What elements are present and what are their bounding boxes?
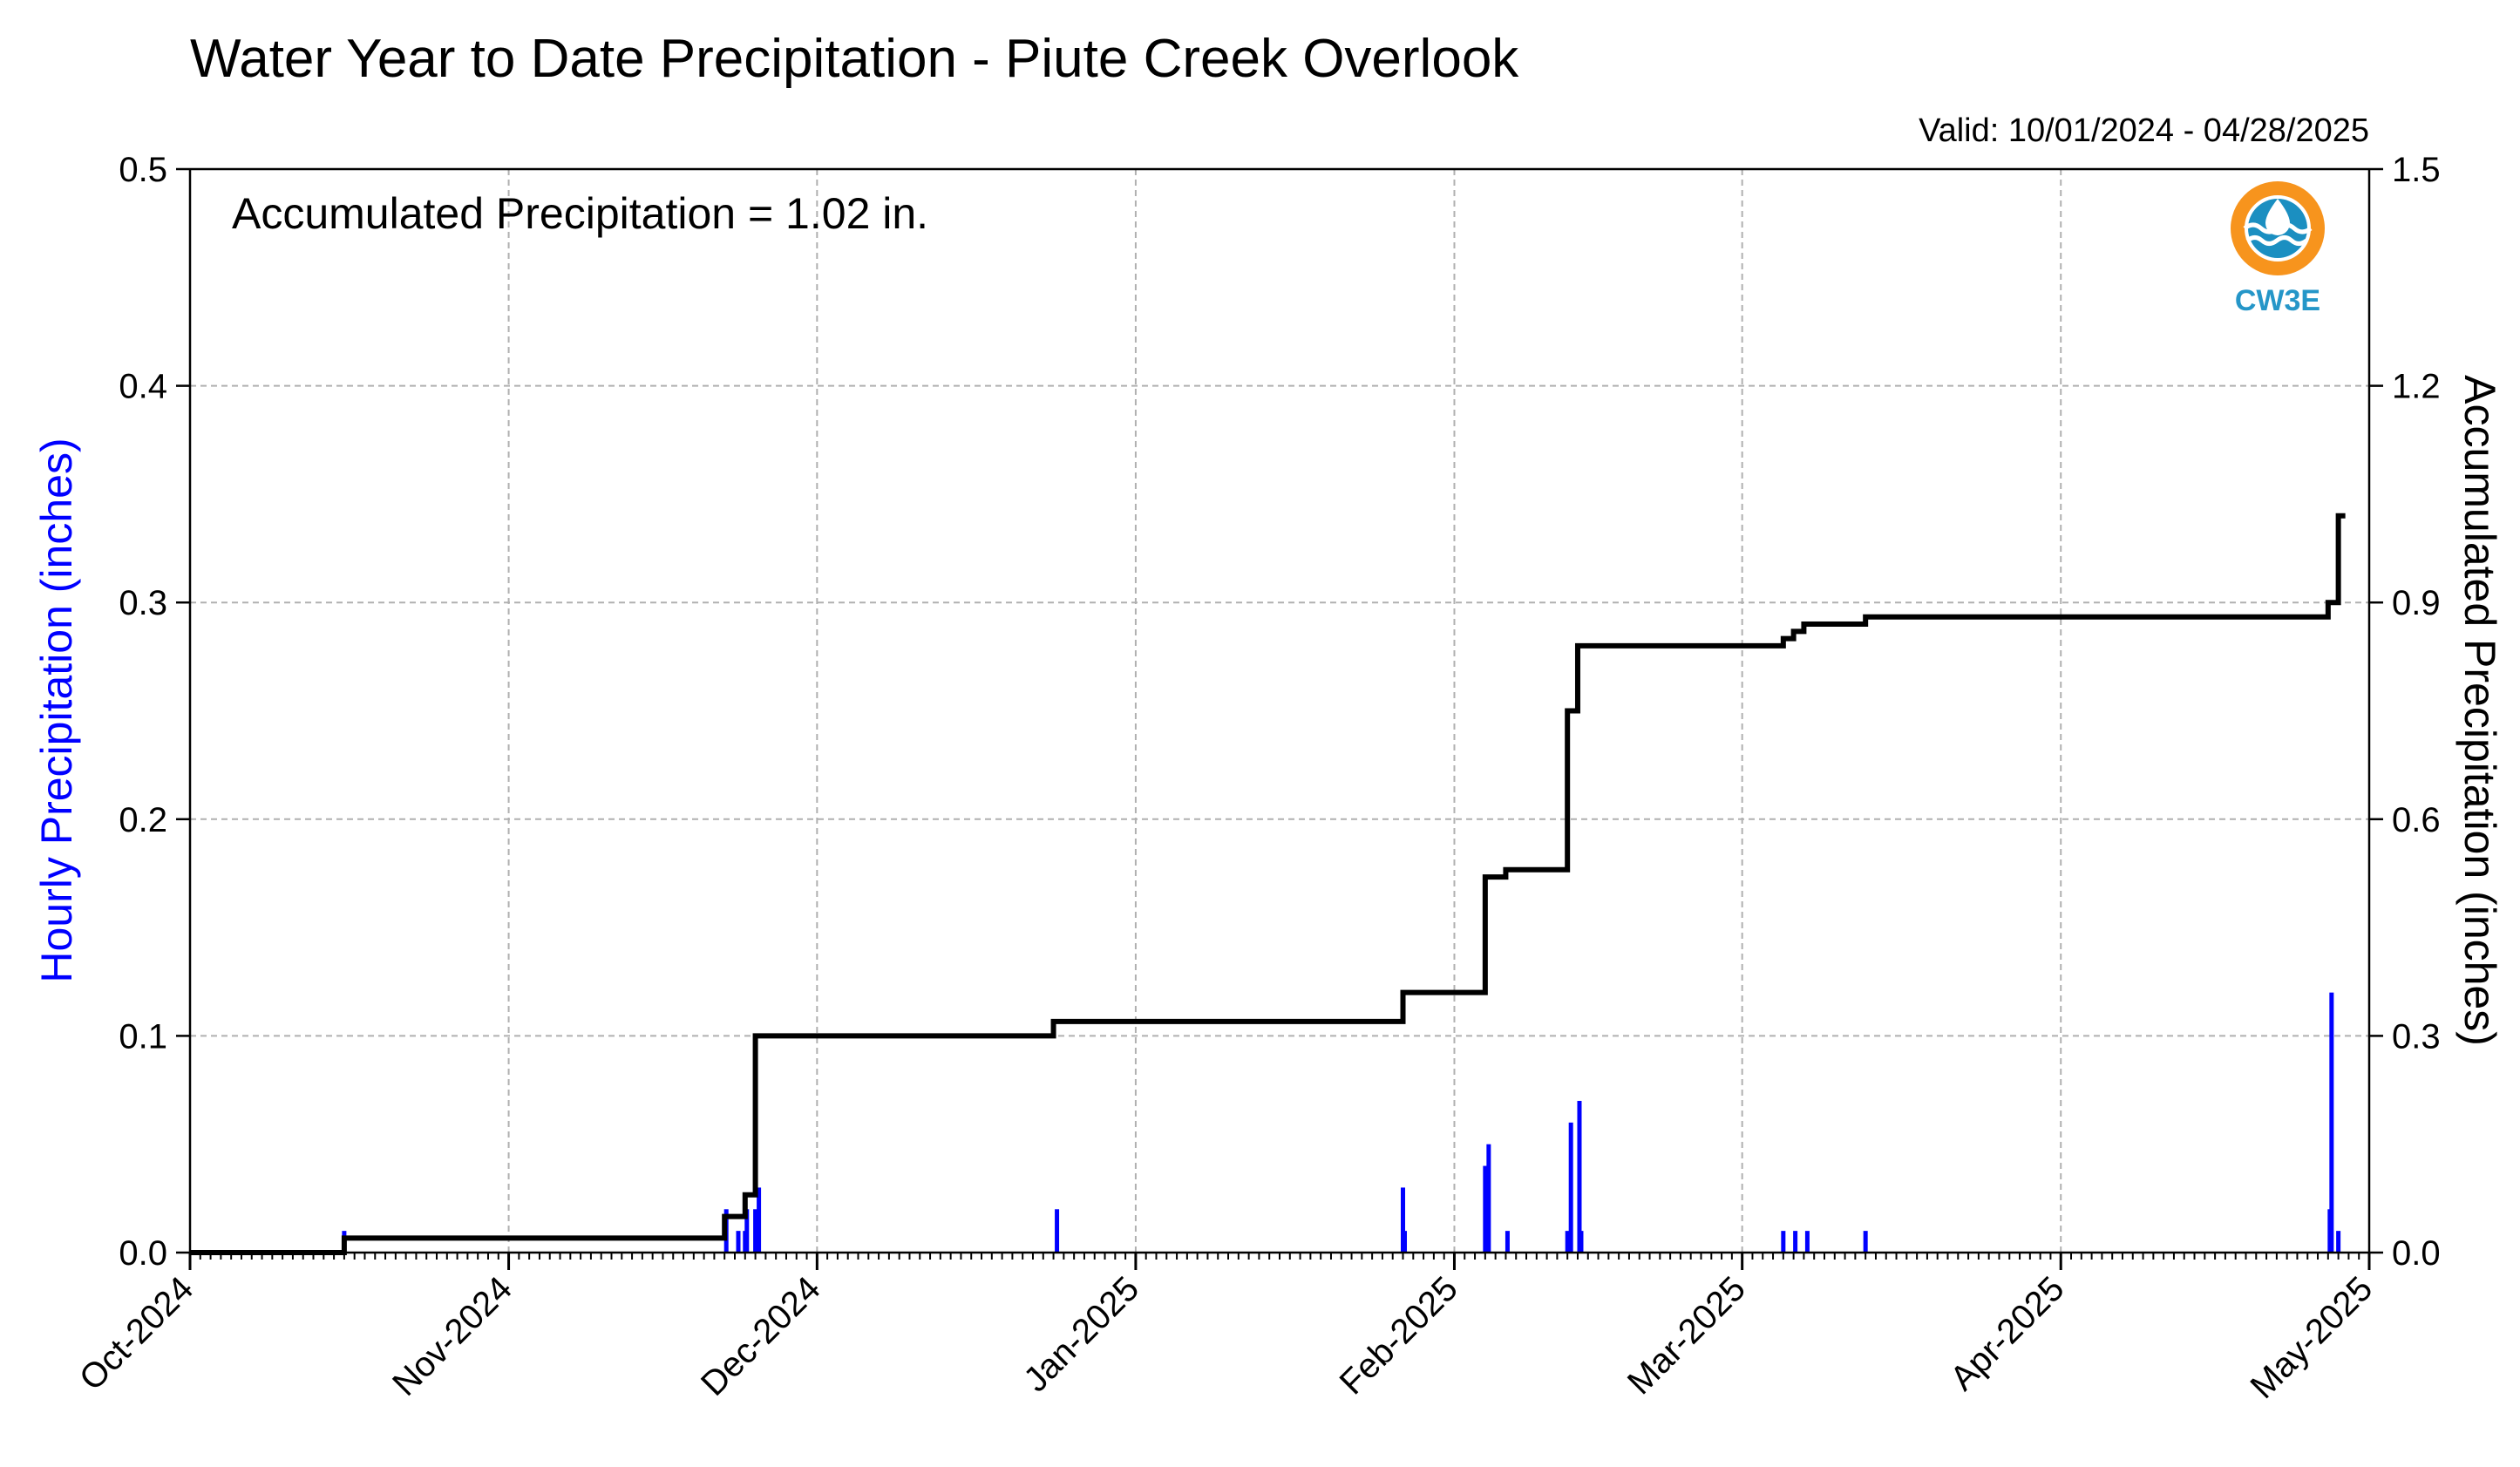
tick-labels: Oct-2024 Nov-2024 Dec-2024 Jan-2025 Feb-2025… xyxy=(72,151,2441,1406)
x-tick-label: Mar-2025 xyxy=(1620,1269,1753,1402)
hourly-precip-bar xyxy=(1565,1231,1570,1253)
hourly-precip-bar xyxy=(1793,1231,1798,1253)
hourly-precip-bar xyxy=(1577,1100,1582,1253)
y-right-tick-label: 0.9 xyxy=(2392,584,2441,622)
hourly-precip-bars xyxy=(342,992,2341,1253)
hourly-precip-bar xyxy=(2329,992,2334,1253)
hourly-precip-bar xyxy=(736,1231,741,1253)
hourly-precip-bar xyxy=(1804,1231,1810,1253)
hourly-precip-bar xyxy=(1486,1144,1491,1253)
hourly-precip-bar xyxy=(1863,1231,1868,1253)
logo-wave-icon xyxy=(2245,235,2308,246)
y-left-tick-label: 0.1 xyxy=(119,1017,167,1056)
y-left-tick-label: 0.0 xyxy=(119,1234,167,1273)
logo-drop-icon xyxy=(2265,199,2290,235)
cw3e-logo: CW3E xyxy=(2231,181,2325,317)
hourly-precip-bar xyxy=(757,1187,762,1253)
hourly-precip-bar xyxy=(1483,1165,1488,1253)
hourly-precip-bar xyxy=(1579,1231,1584,1253)
hourly-precip-bar xyxy=(1055,1209,1060,1253)
y-right-tick-label: 0.0 xyxy=(2392,1234,2441,1273)
chart-title: Water Year to Date Precipitation - Piute… xyxy=(190,29,1519,89)
y-axis-right-label: Accumulated Precipitation (inches) xyxy=(2455,375,2504,1046)
hourly-precip-bar xyxy=(1505,1231,1510,1253)
y-left-tick-label: 0.5 xyxy=(119,151,167,189)
y-right-tick-label: 1.5 xyxy=(2392,151,2441,189)
y-left-tick-label: 0.4 xyxy=(119,368,167,406)
accumulated-step-line xyxy=(190,513,2346,1255)
hourly-precip-bar xyxy=(1568,1122,1573,1253)
grid-lines xyxy=(190,169,2369,1253)
hourly-precip-bar xyxy=(1401,1187,1406,1253)
y-left-tick-label: 0.3 xyxy=(119,584,167,622)
hourly-precip-bar xyxy=(744,1209,750,1253)
axes xyxy=(176,167,2383,1270)
hourly-precip-bar xyxy=(1781,1231,1786,1253)
accumulated-total-annotation: Accumulated Precipitation = 1.02 in. xyxy=(232,189,928,238)
logo-ring-icon xyxy=(2231,181,2325,275)
logo-text: CW3E xyxy=(2235,284,2320,317)
hourly-precip-bar xyxy=(755,1231,760,1253)
x-tick-label: Dec-2024 xyxy=(694,1269,828,1403)
hourly-precip-bar xyxy=(2336,1231,2341,1253)
hourly-precip-bar xyxy=(1403,1231,1408,1253)
y-left-tick-label: 0.2 xyxy=(119,801,167,839)
x-tick-label: Jan-2025 xyxy=(1016,1269,1146,1399)
x-tick-label: Apr-2025 xyxy=(1943,1269,2071,1397)
x-tick-label: Feb-2025 xyxy=(1333,1269,1465,1402)
x-tick-label: Nov-2024 xyxy=(385,1269,520,1403)
y-right-tick-label: 1.2 xyxy=(2392,368,2441,406)
y-right-tick-label: 0.3 xyxy=(2392,1017,2441,1056)
valid-range: Valid: 10/01/2024 - 04/28/2025 xyxy=(1919,112,2369,149)
x-tick-label: May-2025 xyxy=(2243,1269,2380,1406)
y-right-tick-label: 0.6 xyxy=(2392,801,2441,839)
x-tick-label: Oct-2024 xyxy=(72,1269,200,1397)
accumulated-precip-line xyxy=(190,513,2346,1255)
y-axis-left-label: Hourly Precipitation (inches) xyxy=(32,438,81,982)
